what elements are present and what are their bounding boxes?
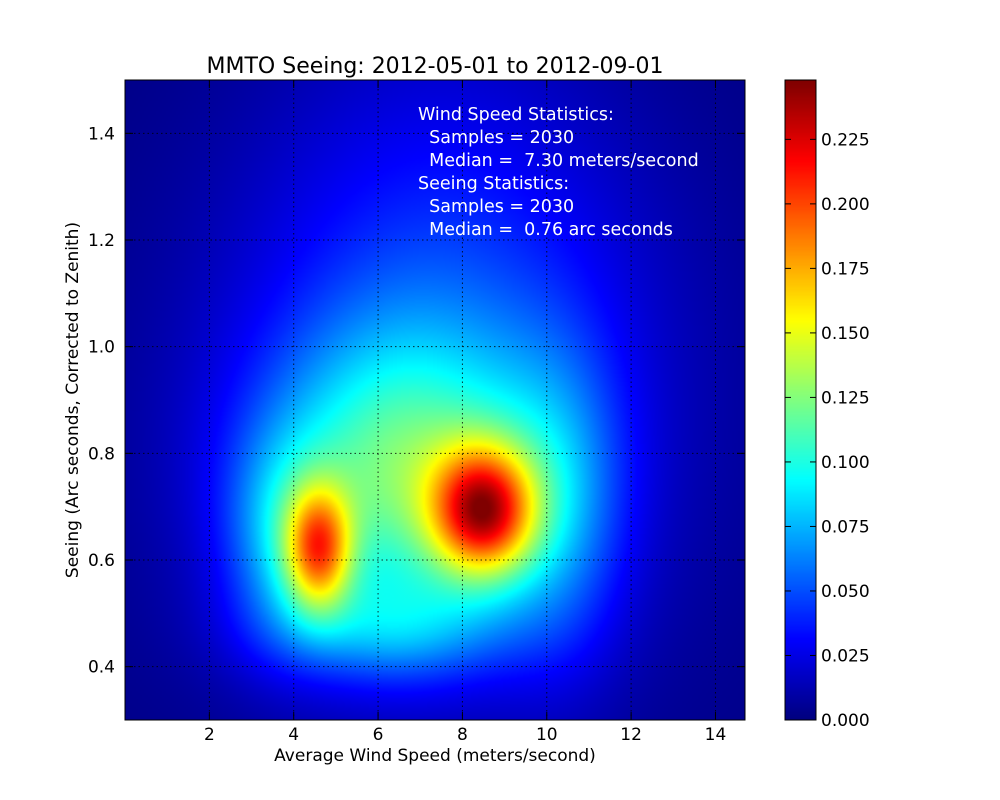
y-tick-label: 1.0	[88, 338, 115, 358]
colorbar-tick-label: 0.025	[821, 646, 870, 666]
y-tick-label: 0.4	[88, 658, 115, 678]
colorbar-ticks: 0.000 0.025 0.050 0.075 0.100 0.125 0.150 0.175…	[785, 130, 870, 731]
y-tick-label: 0.8	[88, 444, 115, 464]
grid-lines	[125, 80, 745, 720]
x-tick-label: 10	[536, 725, 558, 745]
annotation-line: Samples = 2030	[418, 197, 574, 217]
colorbar-gradient	[785, 80, 816, 720]
annotation-line: Median = 7.30 meters/second	[418, 151, 699, 171]
x-tick-label: 4	[288, 725, 299, 745]
chart-title: MMTO Seeing: 2012-05-01 to 2012-09-01	[207, 54, 664, 79]
colorbar: 0.000 0.025 0.050 0.075 0.100 0.125 0.150 0.175…	[784, 79, 870, 731]
x-tick-label: 2	[204, 725, 215, 745]
annotation-line: Wind Speed Statistics:	[418, 105, 614, 125]
y-axis-ticks: 0.4 0.6 0.8 1.0 1.2 1.4	[88, 124, 745, 678]
colorbar-frame	[784, 79, 817, 721]
colorbar-tick-label: 0.125	[821, 388, 870, 408]
y-tick-label: 1.4	[88, 124, 115, 144]
plot-frame	[124, 79, 746, 721]
stats-annotation: Wind Speed Statistics: Samples = 2030 Me…	[418, 105, 699, 240]
y-tick-label: 1.2	[88, 231, 115, 251]
y-tick-label: 0.6	[88, 551, 115, 571]
x-tick-label: 14	[705, 725, 727, 745]
plot-area: Wind Speed Statistics: Samples = 2030 Me…	[88, 79, 746, 745]
colorbar-tick-label: 0.000	[821, 711, 870, 731]
x-axis-label: Average Wind Speed (meters/second)	[274, 746, 596, 766]
colorbar-tick-label: 0.100	[821, 453, 870, 473]
colorbar-tick-label: 0.225	[821, 130, 870, 150]
colorbar-tick-label: 0.175	[821, 259, 870, 279]
annotation-line: Median = 0.76 arc seconds	[418, 220, 673, 240]
annotation-line: Samples = 2030	[418, 128, 574, 148]
x-tick-label: 6	[373, 725, 384, 745]
y-axis-label: Seeing (Arc seconds, Corrected to Zenith…	[63, 222, 83, 578]
annotation-line: Seeing Statistics:	[418, 174, 569, 194]
x-tick-label: 12	[620, 725, 642, 745]
x-tick-label: 8	[457, 725, 468, 745]
x-axis-ticks: 2 4 6 8 10 12 14	[204, 80, 726, 745]
heatmap-image	[125, 80, 745, 720]
colorbar-tick-label: 0.050	[821, 582, 870, 602]
colorbar-tick-label: 0.200	[821, 195, 870, 215]
colorbar-tick-label: 0.150	[821, 324, 870, 344]
colorbar-tick-label: 0.075	[821, 517, 870, 537]
